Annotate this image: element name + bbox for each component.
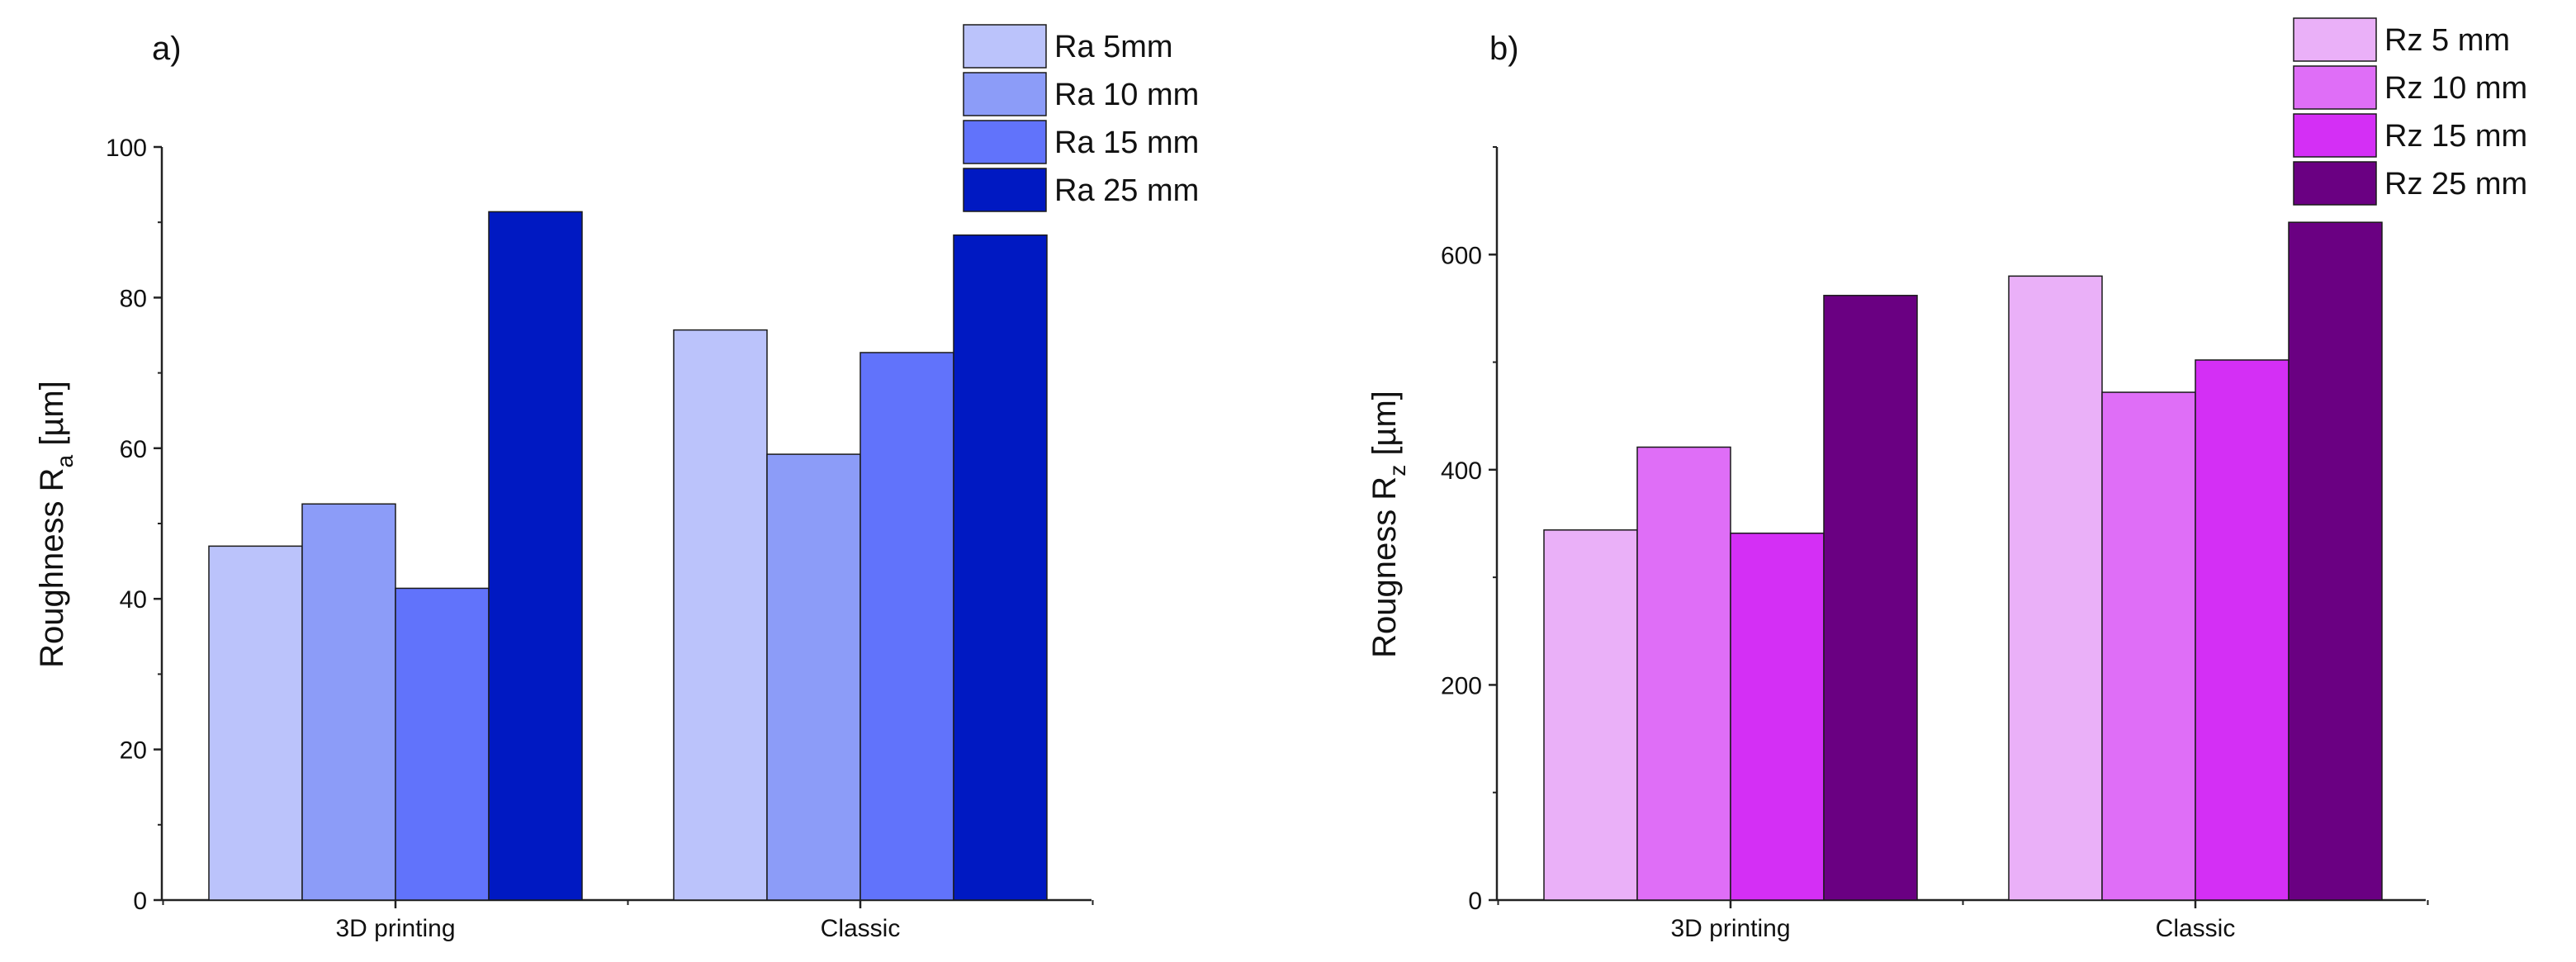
bar-ra-25-mm-classic	[953, 234, 1048, 901]
y-axis-title: Rougness Rz [µm]	[1366, 391, 1410, 658]
bar-rz-15-mm-3d-printing	[1730, 532, 1825, 901]
bar-ra-25-mm-3d-printing	[488, 211, 583, 901]
bar-rz-5-mm-3d-printing	[1543, 529, 1638, 901]
y-tick-label: 400	[1441, 457, 1482, 485]
legend-label: Rz 10 mm	[2384, 71, 2527, 106]
bar-series-group	[1543, 221, 2383, 901]
x-tick-label: Classic	[2156, 915, 2236, 942]
y-tick-label: 40	[120, 586, 147, 614]
bar-ra-10-mm-3d-printing	[301, 503, 396, 901]
legend-swatch	[963, 72, 1047, 116]
panel-a: a) Roughness Ra [µm] 0 20 40 60 80 100 3D pri…	[34, 24, 1199, 942]
legend-label: Rz 25 mm	[2384, 167, 2527, 201]
legend: Rz 5 mm Rz 10 mm Rz 15 mm Rz 25 mm	[2293, 17, 2527, 206]
y-tick-label: 0	[1468, 888, 1482, 915]
legend-label: Rz 5 mm	[2384, 23, 2510, 58]
bar-rz-5-mm-classic	[2008, 275, 2103, 901]
legend-label: Ra 15 mm	[1054, 126, 1199, 160]
y-tick-label: 60	[120, 436, 147, 463]
legend-swatch	[2293, 17, 2377, 62]
y-axis-title: Roughness Ra [µm]	[34, 381, 78, 668]
y-ticks: 0 200 400 600	[1441, 146, 1497, 915]
y-ticks: 0 20 40 60 80 100	[106, 135, 162, 915]
legend-swatch	[2293, 113, 2377, 158]
legend-label: Rz 15 mm	[2384, 119, 2527, 154]
legend-swatch	[963, 168, 1047, 212]
x-tick-label: Classic	[821, 915, 901, 942]
bar-rz-10-mm-3d-printing	[1636, 446, 1731, 901]
y-tick-label: 20	[120, 737, 147, 765]
legend-label: Ra 25 mm	[1054, 173, 1199, 208]
y-tick-label: 600	[1441, 242, 1482, 269]
bar-ra-5mm-3d-printing	[208, 545, 303, 901]
legend-swatch	[2293, 65, 2377, 110]
bar-ra-15-mm-classic	[859, 352, 954, 901]
bar-rz-10-mm-classic	[2101, 391, 2196, 901]
bar-rz-25-mm-classic	[2288, 221, 2383, 901]
bar-rz-25-mm-3d-printing	[1823, 295, 1918, 901]
y-tick-label: 200	[1441, 672, 1482, 699]
bar-series-group	[208, 211, 1048, 901]
legend-swatch	[963, 24, 1047, 69]
x-tick-label: 3D printing	[1670, 915, 1790, 942]
legend-swatch	[2293, 161, 2377, 206]
legend: Ra 5mm Ra 10 mm Ra 15 mm Ra 25 mm	[963, 24, 1199, 212]
y-tick-label: 100	[106, 135, 147, 162]
x-tick-label: 3D printing	[335, 915, 455, 942]
x-ticks: 3D printing Classic	[1497, 900, 2429, 942]
legend-label: Ra 5mm	[1054, 30, 1173, 64]
bar-rz-15-mm-classic	[2195, 359, 2290, 901]
panel-b: b) Rougness Rz [µm] 0 200 400 600 3D printi…	[1366, 17, 2527, 942]
bar-ra-10-mm-classic	[766, 453, 861, 901]
legend-swatch	[963, 120, 1047, 164]
bar-ra-15-mm-3d-printing	[395, 587, 490, 901]
panel-label: a)	[152, 31, 182, 67]
y-tick-label: 0	[133, 888, 147, 915]
legend-label: Ra 10 mm	[1054, 78, 1199, 112]
x-ticks: 3D printing Classic	[162, 900, 1094, 942]
panel-label: b)	[1489, 31, 1519, 67]
bar-ra-5mm-classic	[673, 329, 768, 901]
y-tick-label: 80	[120, 285, 147, 312]
